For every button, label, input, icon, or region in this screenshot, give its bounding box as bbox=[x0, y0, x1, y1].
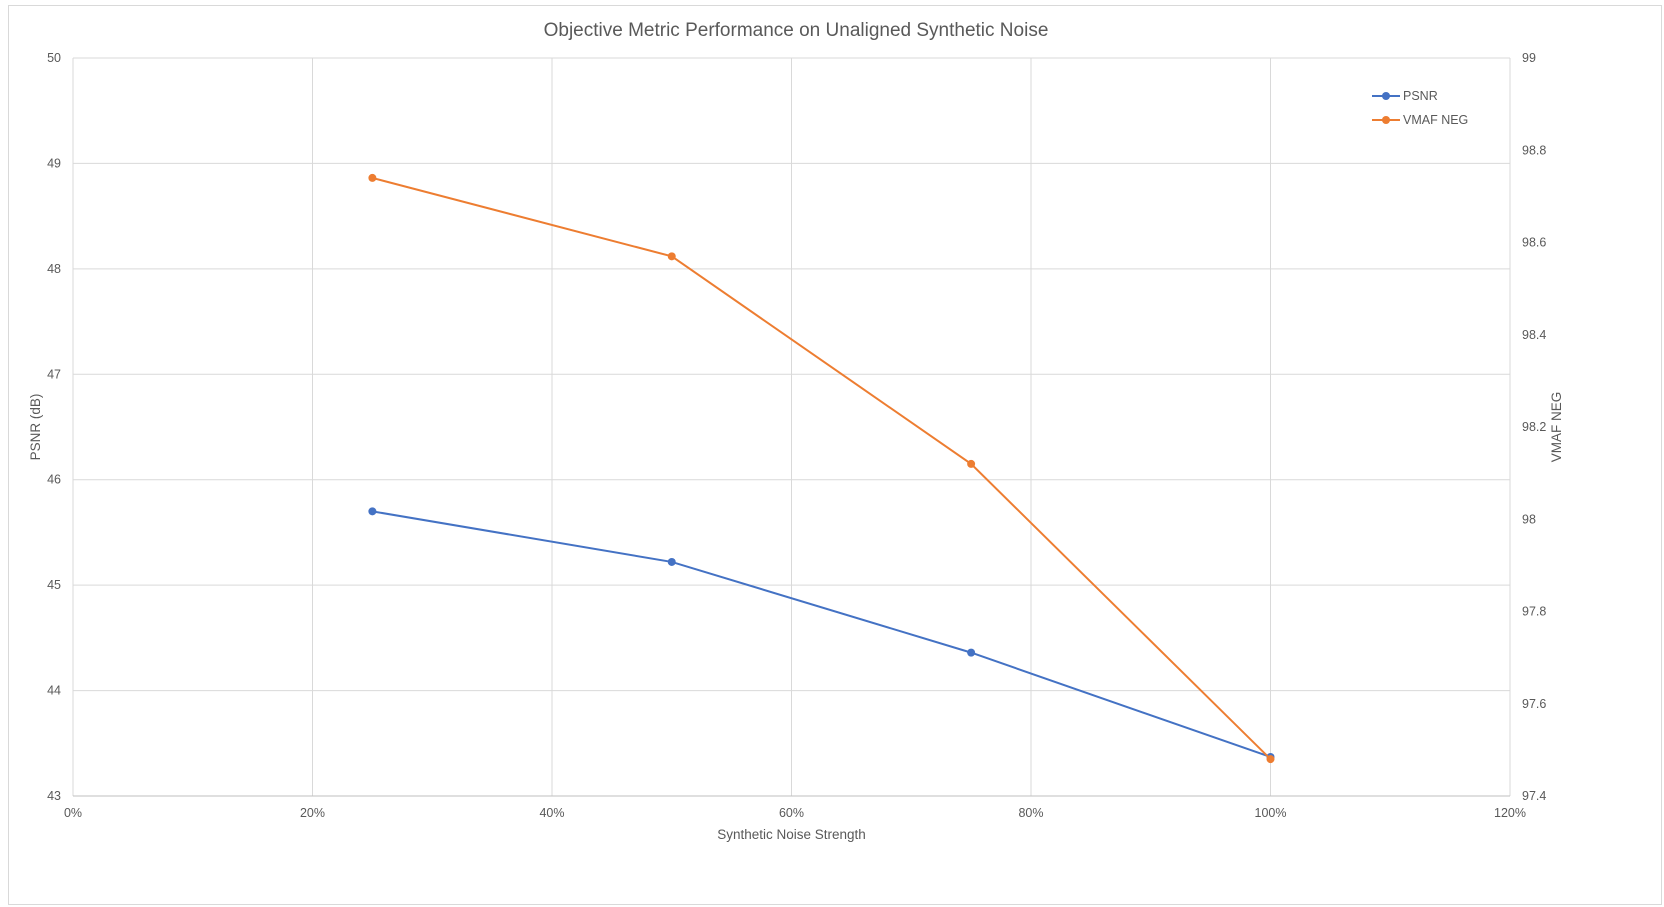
y2-tick-label: 97.6 bbox=[1522, 697, 1546, 711]
y-tick-label: 48 bbox=[47, 262, 61, 276]
x-tick-label: 60% bbox=[779, 806, 804, 820]
y-tick-label: 43 bbox=[47, 789, 61, 803]
psnr-line bbox=[372, 510, 1271, 758]
x-tick-label: 120% bbox=[1494, 806, 1526, 820]
vmaf-neg-point bbox=[1266, 755, 1275, 764]
x-tick-label: 100% bbox=[1255, 806, 1287, 820]
legend-vmaf-neg-marker bbox=[1382, 116, 1390, 124]
psnr-point bbox=[967, 648, 976, 657]
y2-tick-label: 98.8 bbox=[1522, 143, 1546, 157]
x-axis-title: Synthetic Noise Strength bbox=[717, 827, 866, 842]
gridlines bbox=[72, 57, 1511, 797]
y2-tick-label: 98 bbox=[1522, 512, 1536, 526]
vmaf-neg-point bbox=[368, 173, 377, 182]
legend-psnr-marker bbox=[1382, 92, 1390, 100]
legend: PSNR VMAF NEG bbox=[1372, 89, 1468, 127]
y-tick-label: 46 bbox=[47, 473, 61, 487]
vmaf-neg-point bbox=[667, 252, 676, 261]
y-tick-label: 45 bbox=[47, 578, 61, 592]
y2-tick-label: 98.6 bbox=[1522, 236, 1546, 250]
y2-tick-label: 98.2 bbox=[1522, 420, 1546, 434]
psnr-point bbox=[368, 507, 377, 516]
legend-psnr-label: PSNR bbox=[1403, 89, 1438, 103]
psnr-point bbox=[667, 557, 676, 566]
legend-vmaf-neg-label: VMAF NEG bbox=[1403, 113, 1468, 127]
y2-tick-label: 97.4 bbox=[1522, 789, 1546, 803]
vmaf-neg-line bbox=[372, 176, 1272, 760]
axes: 43 44 45 46 47 48 49 50 0% 20% 40% 60% 80% 100% 120% 97… bbox=[47, 51, 1546, 820]
vmaf-neg-point bbox=[967, 459, 976, 468]
y-tick-label: 44 bbox=[47, 684, 61, 698]
y2-tick-label: 98.4 bbox=[1522, 328, 1546, 342]
y-tick-label: 50 bbox=[47, 51, 61, 65]
series-lines bbox=[368, 173, 1275, 764]
y2-axis-title: VMAF NEG bbox=[1549, 392, 1564, 463]
x-tick-label: 80% bbox=[1018, 806, 1043, 820]
x-tick-label: 20% bbox=[300, 806, 325, 820]
y2-tick-label: 99 bbox=[1522, 51, 1536, 65]
y-axis-title: PSNR (dB) bbox=[28, 394, 43, 461]
y2-tick-label: 97.8 bbox=[1522, 605, 1546, 619]
y-tick-label: 49 bbox=[47, 156, 61, 170]
x-tick-label: 0% bbox=[64, 806, 82, 820]
chart-frame bbox=[8, 5, 1662, 905]
y-tick-label: 47 bbox=[47, 367, 61, 381]
chart-title: Objective Metric Performance on Unaligne… bbox=[544, 20, 1049, 41]
x-tick-label: 40% bbox=[539, 806, 564, 820]
